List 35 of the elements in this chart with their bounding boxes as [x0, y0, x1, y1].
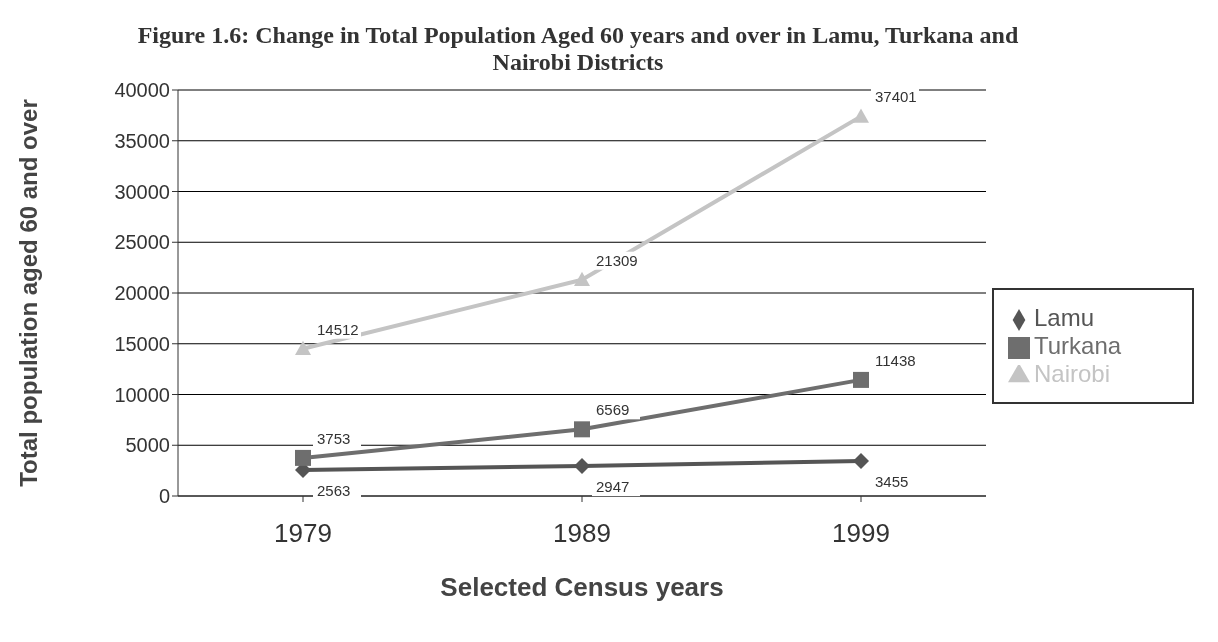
y-tick-label: 0: [158, 485, 170, 508]
x-tick-label: 1989: [553, 518, 611, 549]
legend-label: Lamu: [1034, 304, 1095, 331]
point: [853, 371, 869, 388]
point: [295, 449, 311, 466]
x-axis-title: Selected Census years: [440, 572, 724, 602]
y-axis-title: Total population aged 60 and over: [14, 99, 42, 487]
data-label: 14512: [317, 320, 359, 338]
chart-title: Figure 1.6: Change in Total Population Aged 60 years and over in Lamu, Turkana and Nairobi Districts: [136, 21, 1020, 76]
data-label: 2947: [596, 478, 630, 496]
point: [574, 458, 590, 475]
x-tick-label: 1999: [832, 518, 890, 549]
data-label: 3753: [317, 429, 351, 447]
data-label: 3455: [875, 472, 909, 490]
data-label: 11438: [875, 351, 916, 369]
data-label: 6569: [596, 401, 630, 419]
point: [574, 421, 590, 438]
y-tick-label: 10000: [114, 383, 170, 406]
y-tick-label: 30000: [114, 180, 170, 203]
y-tick-label: 35000: [114, 129, 170, 152]
data-label: 21309: [596, 251, 638, 269]
y-tick-label: 40000: [114, 79, 170, 102]
y-tick-label: 5000: [125, 434, 170, 457]
data-label: 2563: [317, 481, 351, 499]
legend-label: Turkana: [1034, 332, 1122, 359]
point: [574, 271, 590, 287]
point: [853, 452, 869, 469]
x-tick-label: 1979: [274, 518, 332, 549]
legend-label: Nairobi: [1034, 360, 1111, 387]
y-tick-label: 20000: [114, 282, 170, 305]
y-tick-label: 25000: [114, 231, 170, 254]
data-label: 37401: [875, 88, 917, 106]
point: [853, 108, 869, 123]
y-tick-label: 15000: [114, 332, 170, 355]
point: [295, 340, 311, 356]
